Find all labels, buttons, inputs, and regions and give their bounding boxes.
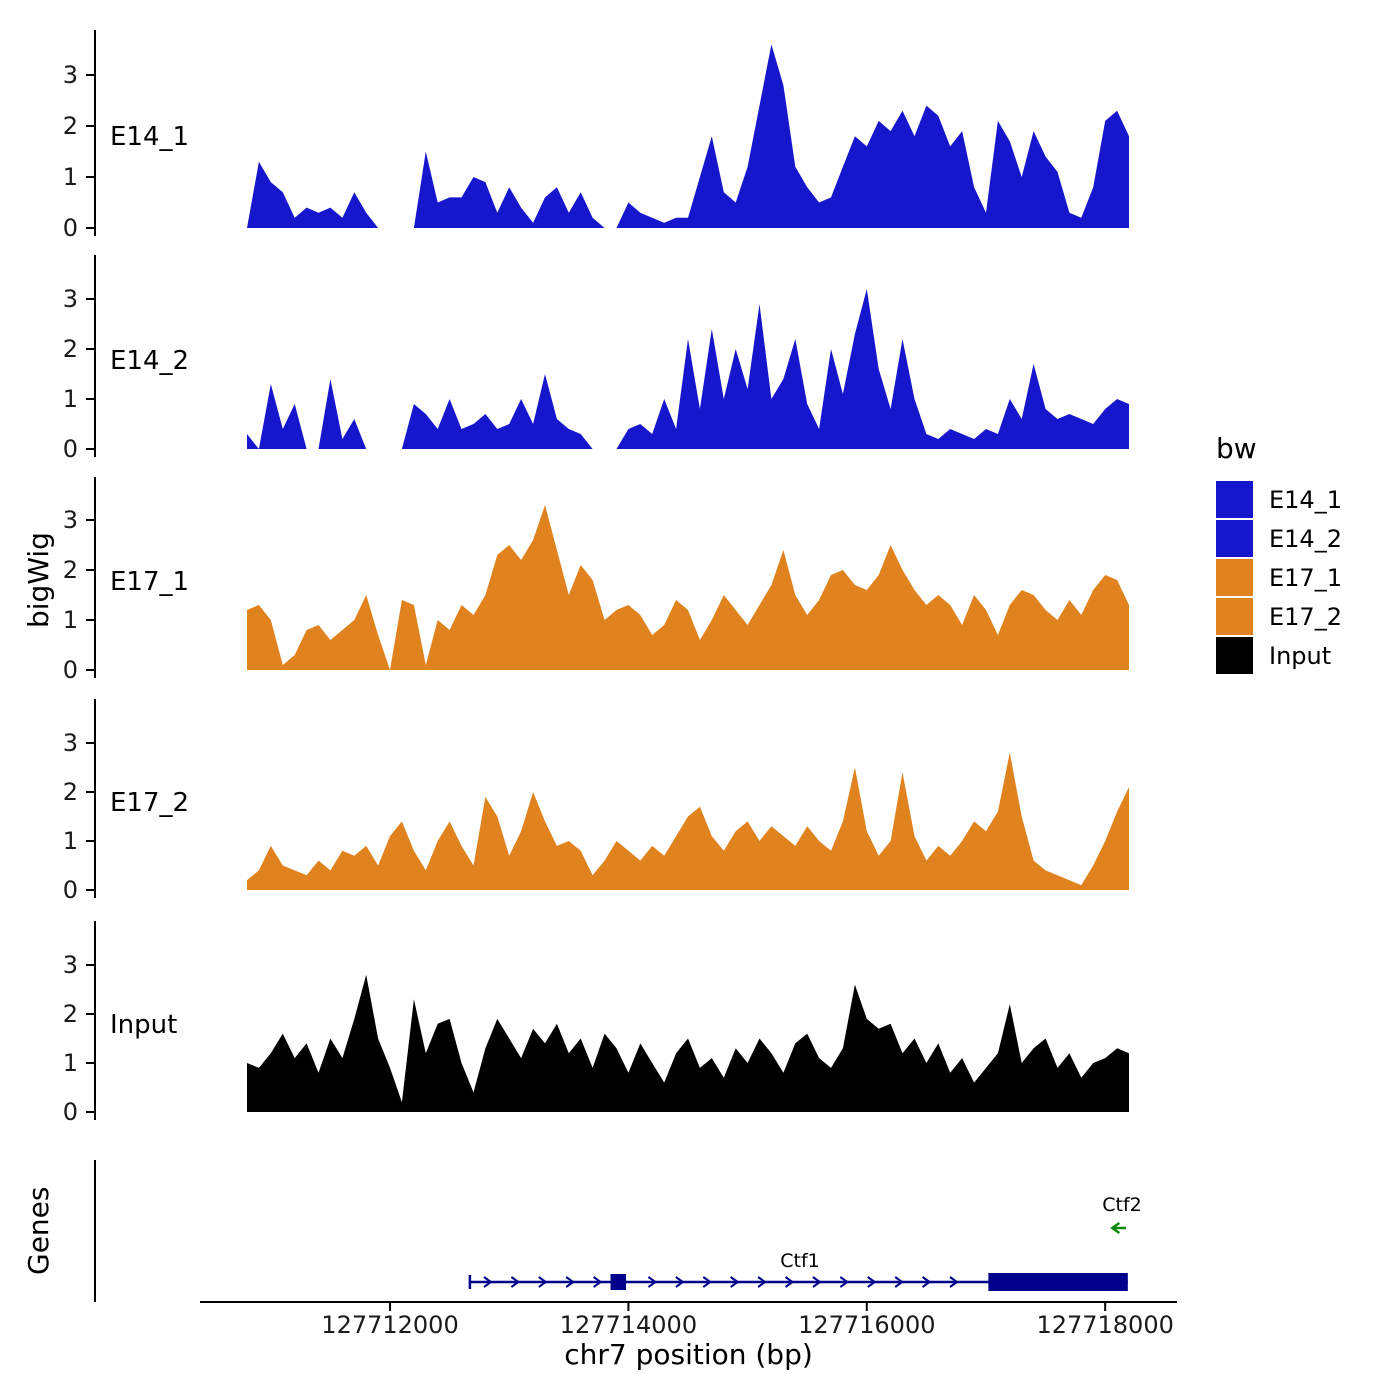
legend-swatch-e17-2 [1216,598,1253,635]
strand-arrow-icon [593,1276,603,1288]
legend-item-label: E14_1 [1269,485,1342,514]
legend-item: Input [1216,637,1342,674]
x-tick-label: 127714000 [560,1311,697,1339]
strand-arrow-icon [675,1276,685,1288]
strand-arrow-icon [647,1276,658,1288]
strand-arrow-icon [784,1276,795,1288]
y-tick-label: 0 [63,1098,78,1126]
legend-swatch-input [1216,637,1253,674]
legend-swatch-e14-1 [1216,481,1253,518]
y-tick-label: 1 [63,163,78,191]
x-tick-label: 127712000 [321,1311,458,1339]
strand-arrow-icon [538,1276,548,1288]
legend-item-label: Input [1269,641,1332,670]
legend-swatch-e14-2 [1216,520,1253,557]
legend-item: E14_2 [1216,520,1342,557]
track-label-input: Input [110,1010,178,1040]
strand-arrow-icon [510,1276,521,1288]
y-axis-title-bigwig: bigWig [22,532,55,628]
strand-arrow-icon [949,1276,959,1288]
y-tick-label: 2 [63,556,78,584]
strand-arrow-icon [812,1276,822,1288]
y-tick-label: 3 [63,506,78,534]
legend-item: E17_1 [1216,559,1342,596]
legend: bw E14_1 E14_2 E17_1 E17_2 Input [1216,432,1342,676]
strand-arrow-icon [867,1276,877,1288]
y-tick-label: 0 [63,656,78,684]
x-tick-label: 127716000 [798,1311,935,1339]
y-tick-label: 3 [63,729,78,757]
x-tick-label: 127718000 [1036,1311,1173,1339]
strand-arrow-icon [702,1276,712,1288]
y-tick-label: 2 [63,778,78,806]
y-tick-label: 2 [63,112,78,140]
y-tick-label: 1 [63,1049,78,1077]
gene-exon-ctf1 [610,1274,627,1290]
genes-panel [94,1160,1128,1302]
strand-arrow-icon [730,1276,740,1288]
coverage-area-E17_2 [247,752,1129,890]
strand-arrow-icon [1110,1221,1121,1235]
gene-exon-ctf1 [988,1273,1128,1291]
y-tick-label: 0 [63,435,78,463]
track-label-e14-1: E14_1 [110,122,190,152]
track-panel-E14_1: 0 1 2 3 [63,30,1129,242]
gene-label-ctf1: Ctf1 [780,1250,820,1272]
legend-title: bw [1216,432,1257,465]
track-label-e14-2: E14_2 [110,346,190,376]
legend-item-label: E17_1 [1269,563,1342,592]
coverage-area-E17_1 [247,505,1129,670]
strand-arrow-icon [839,1276,850,1288]
strand-arrow-icon [483,1276,493,1288]
coverage-area-E14_1 [247,44,1129,229]
track-label-e17-1: E17_1 [110,567,190,597]
strand-arrow-icon [894,1276,904,1288]
coverage-area-E14_2 [247,289,1129,449]
y-tick-label: 2 [63,1000,78,1028]
track-panel-E17_2: 0 1 2 3 [63,699,1129,904]
y-tick-label: 1 [63,827,78,855]
track-panel-E17_1: 0 1 2 3 [63,477,1129,684]
strand-arrow-icon [921,1276,932,1288]
y-tick-label: 3 [63,61,78,89]
y-tick-label: 0 [63,214,78,242]
strand-arrow-icon [565,1276,575,1288]
track-panel-Input: 0 1 2 3 [63,921,1129,1126]
y-tick-label: 1 [63,385,78,413]
legend-item: E14_1 [1216,481,1342,518]
y-axis-title-genes: Genes [22,1186,55,1275]
track-panel-E14_2: 0 1 2 3 [63,255,1129,463]
legend-item-label: E14_2 [1269,524,1342,553]
gene-label-ctf2: Ctf2 [1102,1194,1142,1216]
legend-item-label: E17_2 [1269,602,1342,631]
legend-item: E17_2 [1216,598,1342,635]
y-tick-label: 1 [63,606,78,634]
legend-swatch-e17-1 [1216,559,1253,596]
y-tick-label: 3 [63,951,78,979]
y-tick-label: 2 [63,335,78,363]
x-axis-title: chr7 position (bp) [564,1338,813,1371]
y-tick-label: 3 [63,285,78,313]
x-axis: 127712000 127714000 127716000 127718000 [200,1301,1177,1339]
y-tick-label: 0 [63,876,78,904]
track-label-e17-2: E17_2 [110,788,190,818]
strand-arrow-icon [757,1276,767,1288]
coverage-area-Input [247,974,1129,1112]
